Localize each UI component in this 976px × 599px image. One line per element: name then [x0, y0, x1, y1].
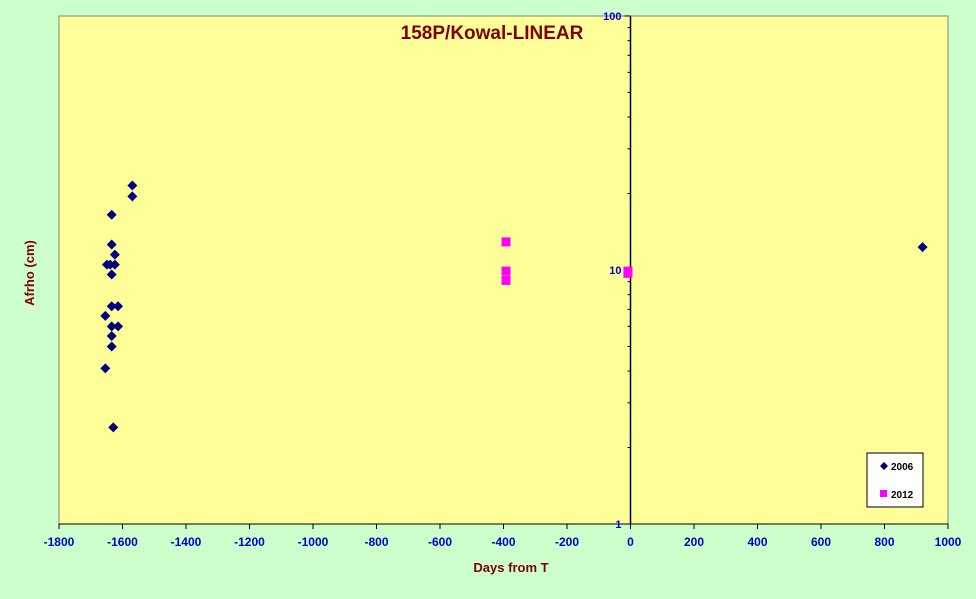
- x-tick-label: -600: [428, 535, 452, 549]
- y-tick-label: 100: [603, 11, 621, 23]
- x-tick-label: 0: [627, 535, 634, 549]
- legend-box: [866, 452, 924, 508]
- data-point-2006: [106, 301, 117, 312]
- data-points: [100, 180, 928, 433]
- legend: 2006 2012: [866, 452, 924, 508]
- x-tick-label: -1400: [171, 535, 202, 549]
- x-tick-label: -200: [555, 535, 579, 549]
- data-point-2006: [106, 330, 117, 341]
- y-axis-label: Afrho (cm): [22, 240, 37, 306]
- x-axis-ticks: -1800 -1600 -1400 -1200 -1000 -800 -600 -400 -20…: [44, 524, 962, 549]
- y-axis-ticks: 1 10 100: [603, 11, 631, 531]
- data-point-2006: [106, 341, 117, 352]
- legend-marker-2006: [880, 462, 888, 470]
- legend-marker-2012: [880, 490, 887, 497]
- data-point-2006: [100, 363, 111, 374]
- data-point-2006: [113, 321, 124, 332]
- x-tick-label: -1600: [107, 535, 138, 549]
- x-tick-label: 1000: [935, 535, 962, 549]
- data-point-2006: [106, 239, 117, 250]
- x-tick-label: 800: [874, 535, 894, 549]
- data-point-2006: [109, 249, 120, 260]
- legend-entry-2012: 2012: [891, 490, 914, 501]
- x-axis-label: Days from T: [473, 560, 548, 575]
- x-tick-label: -1000: [298, 535, 329, 549]
- data-point-2006: [108, 422, 119, 433]
- data-point-2006: [109, 259, 120, 270]
- x-tick-label: 400: [747, 535, 767, 549]
- data-point-2012: [623, 268, 633, 278]
- data-point-2006: [106, 321, 117, 332]
- data-point-2006: [917, 242, 928, 253]
- data-point-2006: [106, 209, 117, 220]
- x-tick-label: -800: [364, 535, 388, 549]
- chart-title: 158P/Kowal-LINEAR: [401, 23, 584, 44]
- legend-entry-2006: 2006: [891, 462, 914, 473]
- data-point-2012: [501, 237, 511, 247]
- y-tick-label: 10: [609, 265, 621, 277]
- y-tick-label: 1: [615, 519, 621, 531]
- data-point-2006: [113, 301, 124, 312]
- data-point-2006: [127, 180, 138, 191]
- data-point-2006: [127, 191, 138, 202]
- data-point-2012: [501, 266, 511, 276]
- data-point-2006: [106, 269, 117, 280]
- x-tick-label: 600: [811, 535, 831, 549]
- x-tick-label: -1800: [44, 535, 75, 549]
- data-point-2012: [501, 275, 511, 285]
- data-point-2006: [100, 310, 111, 321]
- x-tick-label: -1200: [234, 535, 265, 549]
- x-tick-label: 200: [684, 535, 704, 549]
- x-tick-label: -400: [491, 535, 515, 549]
